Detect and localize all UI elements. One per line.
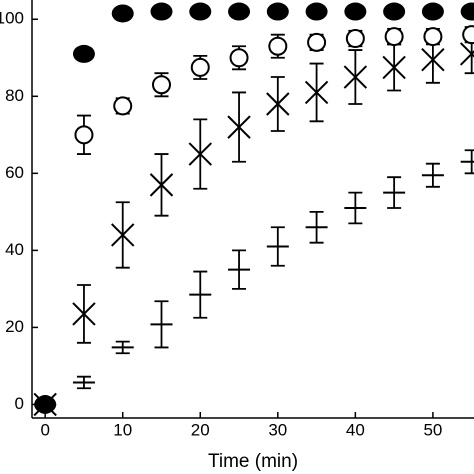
point (151, 75, 171, 95)
point (268, 36, 288, 56)
x-tick-label: 0 (40, 420, 49, 439)
point (382, 55, 406, 80)
y-tick-label: 40 (5, 240, 24, 259)
point (34, 395, 57, 414)
x-tick-label: 40 (346, 420, 365, 439)
point (113, 96, 133, 116)
y-tick-label: 60 (5, 163, 24, 182)
point (305, 2, 328, 21)
x-tick-label: 30 (268, 420, 287, 439)
point (72, 302, 96, 326)
point (345, 29, 365, 49)
point (383, 2, 406, 21)
point (74, 125, 94, 145)
point (111, 4, 134, 23)
point (188, 142, 212, 166)
x-tick-label: 50 (423, 420, 442, 439)
point (149, 173, 174, 197)
point (459, 42, 474, 66)
x-tick-label: 20 (191, 420, 210, 439)
point (421, 47, 445, 72)
point (190, 57, 210, 77)
point (384, 27, 404, 47)
y-tick-label: 0 (15, 394, 24, 413)
point (111, 223, 135, 247)
point (344, 2, 367, 21)
point (228, 2, 251, 21)
point (423, 27, 443, 47)
x-tick-label: 10 (113, 420, 132, 439)
point (343, 65, 368, 89)
point (227, 115, 251, 139)
point (189, 2, 212, 21)
point (150, 2, 173, 21)
point (304, 80, 329, 105)
y-tick-label: 80 (5, 86, 24, 105)
point (460, 2, 474, 21)
y-tick-label: 20 (5, 317, 24, 336)
point (266, 2, 289, 21)
point (307, 32, 327, 52)
point (266, 92, 290, 116)
point (421, 2, 444, 21)
point (72, 44, 95, 63)
x-axis-title: Time (min) (208, 451, 298, 472)
point (229, 48, 249, 68)
y-tick-label: 100 (0, 9, 24, 28)
point (462, 25, 474, 45)
